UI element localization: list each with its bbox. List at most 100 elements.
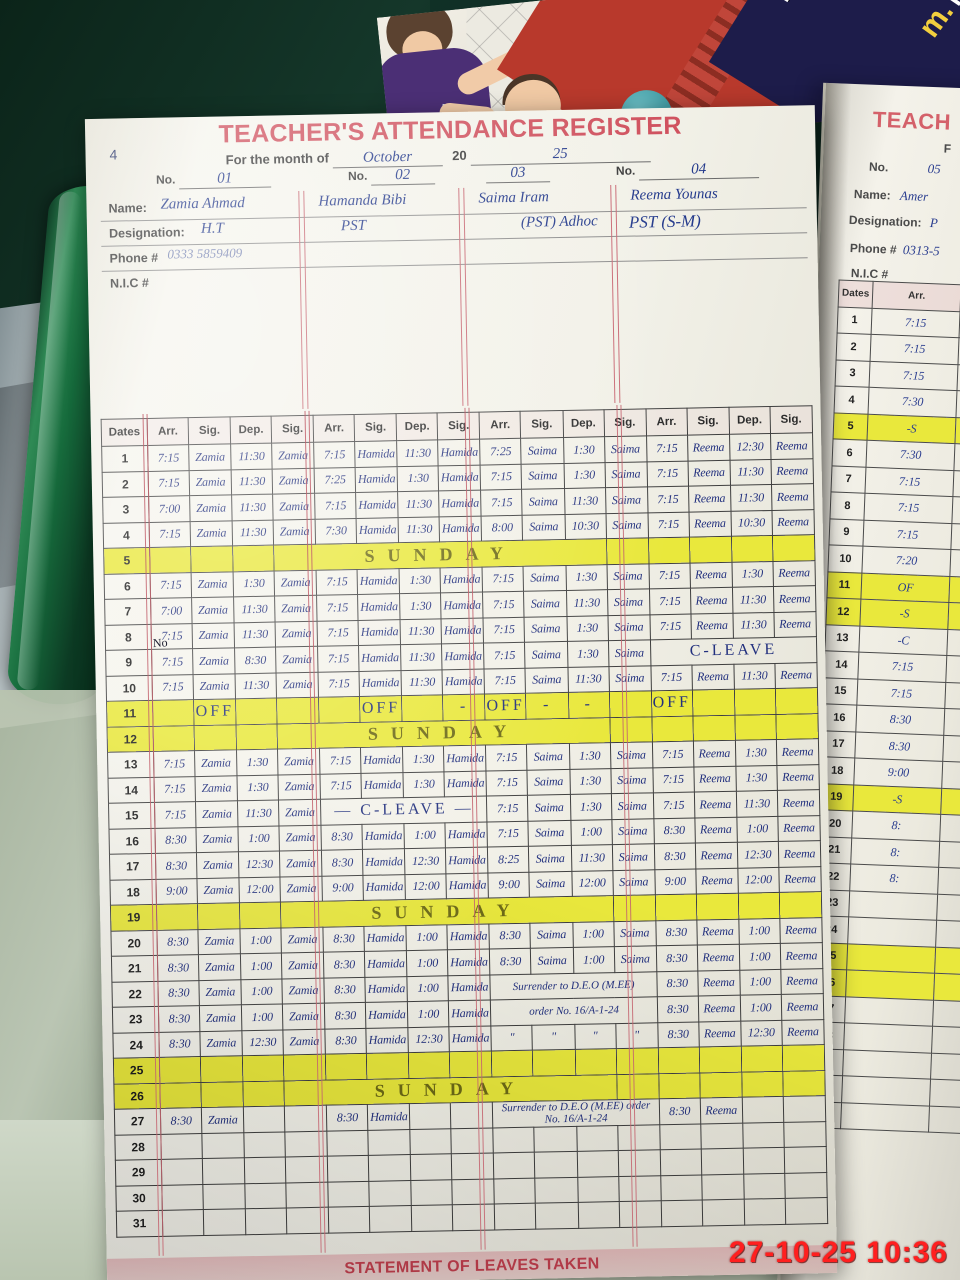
attendance-cell[interactable]: 7:15 — [647, 511, 690, 538]
right-row-arr[interactable]: -S — [852, 784, 942, 815]
attendance-cell[interactable]: Saima — [524, 615, 568, 643]
attendance-cell[interactable]: Reema — [778, 866, 822, 893]
attendance-cell[interactable]: Saima — [604, 461, 648, 488]
row-cell-empty[interactable] — [743, 1198, 786, 1225]
attendance-cell[interactable]: 12:30 — [408, 1026, 450, 1053]
attendance-cell[interactable]: Reema — [689, 561, 733, 589]
row-cell-empty[interactable] — [701, 1173, 744, 1200]
attendance-cell[interactable]: 11:30 — [235, 672, 277, 699]
attendance-cell[interactable]: Zamia — [271, 442, 315, 469]
row-cell-empty[interactable] — [615, 1047, 659, 1075]
attendance-cell[interactable]: Hamida — [447, 948, 491, 976]
attendance-cell[interactable]: Reema — [773, 611, 817, 638]
attendance-cell[interactable]: Saima — [608, 665, 652, 692]
attendance-cell[interactable]: Hamida — [359, 670, 402, 697]
attendance-cell[interactable]: 1:00 — [241, 978, 283, 1005]
off-cell[interactable]: OFF — [193, 698, 237, 726]
attendance-cell[interactable]: 1:30 — [731, 560, 774, 588]
row-cell-empty[interactable] — [701, 1199, 745, 1226]
right-row-sig[interactable] — [942, 734, 960, 765]
row-cell-empty[interactable] — [245, 1207, 287, 1235]
row-cell-empty[interactable] — [401, 694, 444, 722]
attendance-cell[interactable]: Zamia — [190, 520, 233, 547]
right-row-sig[interactable]: A — [951, 523, 960, 553]
right-row-arr[interactable] — [843, 1022, 933, 1053]
off-cell[interactable]: OFF — [359, 695, 403, 722]
row-cell-empty[interactable] — [618, 1200, 662, 1228]
row-cell-empty[interactable] — [700, 1122, 743, 1149]
attendance-cell[interactable]: 1:30 — [233, 570, 275, 597]
attendance-cell[interactable]: Hamida — [443, 745, 487, 772]
right-row-arr[interactable]: 8: — [849, 863, 939, 894]
right-row-sig[interactable] — [955, 417, 960, 447]
row-cell-empty[interactable] — [410, 1153, 453, 1181]
row-cell-empty[interactable] — [783, 1121, 827, 1148]
attendance-cell[interactable]: 8:30 — [321, 823, 363, 851]
attendance-cell[interactable]: 7:15 — [147, 444, 190, 471]
attendance-cell[interactable]: 8:30 — [156, 929, 199, 956]
attendance-cell[interactable]: Saima — [528, 845, 572, 872]
right-row-arr[interactable]: 7:15 — [864, 466, 955, 497]
attendance-cell[interactable]: Reema — [774, 662, 818, 689]
attendance-cell[interactable]: 7:25 — [314, 466, 356, 494]
teacher-2-designation[interactable]: PST — [340, 217, 367, 235]
row-cell-empty[interactable] — [327, 1155, 370, 1182]
row-cell-empty[interactable] — [451, 1127, 494, 1154]
attendance-cell[interactable]: Zamia — [281, 926, 324, 953]
row-cell-empty[interactable] — [772, 534, 815, 561]
attendance-cell[interactable]: Zamia — [279, 824, 322, 852]
attendance-cell[interactable]: Hamida — [445, 821, 488, 848]
attendance-cell[interactable]: Saima — [521, 437, 564, 464]
right-row-sig[interactable] — [940, 787, 960, 818]
cleave-cell[interactable]: — C-LEAVE — — [320, 796, 488, 825]
attendance-cell[interactable]: Reema — [779, 917, 823, 944]
attendance-cell[interactable]: 12:30 — [242, 1029, 284, 1056]
attendance-cell[interactable]: 1:30 — [236, 749, 279, 776]
off-cell[interactable]: - — [525, 692, 569, 719]
attendance-cell[interactable]: Reema — [776, 764, 820, 791]
attendance-cell[interactable]: 8:30 — [324, 976, 366, 1004]
attendance-cell[interactable]: Zamia — [192, 622, 235, 649]
row-cell-empty[interactable] — [491, 1050, 534, 1077]
attendance-cell[interactable]: Hamida — [438, 490, 482, 517]
attendance-cell[interactable]: 1:00 — [738, 917, 781, 945]
right-row-arr[interactable]: 7:30 — [865, 440, 956, 471]
attendance-cell[interactable]: 7:15 — [316, 594, 359, 621]
row-cell-empty[interactable] — [194, 724, 237, 751]
row-cell-empty[interactable] — [576, 1125, 618, 1152]
attendance-cell[interactable]: Reema — [780, 968, 824, 995]
attendance-cell[interactable]: Zamia — [199, 1030, 243, 1057]
attendance-cell[interactable]: Zamia — [279, 850, 323, 877]
teacher-4-name[interactable]: Reema Younas — [630, 185, 718, 204]
row-cell-empty[interactable] — [161, 1184, 204, 1211]
right-row-arr[interactable]: 8:30 — [855, 705, 945, 735]
row-cell-empty[interactable] — [449, 1050, 493, 1078]
attendance-cell[interactable]: Reema — [693, 740, 736, 767]
row-cell-empty[interactable] — [654, 894, 697, 921]
row-cell-empty[interactable] — [612, 894, 656, 922]
attendance-cell[interactable]: 8:30 — [655, 919, 697, 946]
row-cell-empty[interactable] — [190, 545, 234, 573]
attendance-cell[interactable]: 1:30 — [563, 462, 606, 489]
attendance-cell[interactable]: 7:15 — [317, 645, 360, 672]
row-cell-empty[interactable] — [784, 1197, 828, 1224]
row-cell-empty[interactable] — [411, 1179, 453, 1206]
row-cell-empty[interactable] — [243, 1080, 285, 1107]
row-cell-empty[interactable] — [156, 903, 199, 930]
attendance-cell[interactable]: 1:00 — [240, 952, 283, 980]
row-cell-empty[interactable] — [285, 1130, 328, 1157]
attendance-cell[interactable]: Reema — [777, 815, 821, 842]
row-cell-empty[interactable] — [576, 1150, 619, 1177]
attendance-cell[interactable]: 1:30 — [569, 793, 612, 820]
attendance-cell[interactable]: Zamia — [282, 977, 325, 1004]
attendance-cell[interactable]: Hamida — [439, 515, 482, 542]
row-cell-empty[interactable] — [741, 1070, 784, 1098]
attendance-cell[interactable]: 12:30 — [737, 841, 779, 868]
row-cell-empty[interactable] — [276, 697, 320, 724]
off-cell[interactable]: OFF — [651, 690, 693, 717]
surrender-note[interactable]: Surrender to D.E.O (M.EE) — [490, 971, 657, 1000]
attendance-cell[interactable]: 11:30 — [234, 621, 276, 648]
attendance-cell[interactable]: 7:15 — [646, 460, 689, 487]
row-cell-empty[interactable] — [243, 1105, 286, 1133]
attendance-cell[interactable]: Zamia — [272, 493, 316, 520]
